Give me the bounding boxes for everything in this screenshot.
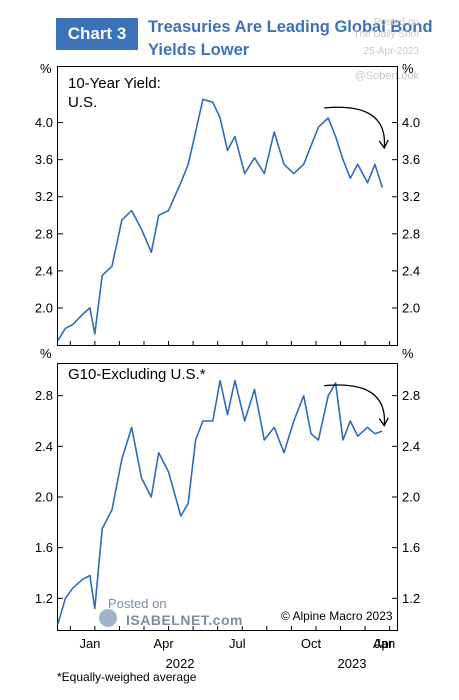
year-label-2022: 2022 [165,656,195,671]
us-ytick-label-left: 4.0 [35,115,53,130]
chart-title-line2: Yields Lower [148,41,250,59]
us-ytick-label-right: 2.4 [402,263,420,278]
watermark-posted-on: Posted on [373,17,419,28]
us-ytick-label-left: 2.0 [35,300,53,315]
g10-yield-panel [57,363,398,631]
us-left-unit: % [40,61,52,76]
us-ytick-label-left: 2.4 [35,263,53,278]
g10-ytick-label-left: 2.0 [35,490,53,505]
x-tick-label: Oct [300,636,322,651]
us-trend-arrowhead [378,139,389,150]
watermark-source: The Daily Shot [353,29,419,40]
isabelnet-globe-icon [99,609,117,627]
x-tick-label: Apr [153,636,174,651]
us-ytick-label-right: 2.8 [402,226,420,241]
us-ytick-label-right: 4.0 [402,115,420,130]
g10-ytick-label-right: 2.0 [402,490,420,505]
g10-ytick-label-left: 1.2 [35,591,53,606]
g10-left-unit: % [40,346,52,361]
g10-ytick-label-right: 1.6 [402,540,420,555]
g10-trend-arrow [324,384,386,426]
g10-ytick-label-left: 2.8 [35,388,53,403]
x-tick-label: Jan [79,636,101,651]
chart-title-line1: Treasuries Are Leading Global Bond [148,18,433,36]
isabelnet-posted-on: Posted on [108,596,167,611]
g10-right-unit: % [402,346,414,361]
chart-number-badge: Chart 3 [56,18,138,50]
us-ytick-label-right: 3.6 [402,152,420,167]
g10-yield-series-line [57,379,383,624]
us-panel-label: 10-Year Yield: U.S. [68,75,161,111]
isabelnet-logo-text: ISABELNET.com [126,612,243,628]
us-ytick-label-left: 3.2 [35,189,53,204]
g10-ytick-label-right: 2.8 [402,388,420,403]
g10-ytick-label-right: 2.4 [402,439,420,454]
g10-ytick-label-left: 2.4 [35,439,53,454]
watermark-handle: @SoberLook [354,70,419,82]
us-ytick-label-right: 3.2 [402,189,420,204]
us-yield-panel [57,66,398,346]
watermark-date: 25-Apr-2023 [363,46,419,57]
us-right-unit: % [402,61,414,76]
us-trend-arrow [324,106,386,149]
us-ytick-label-left: 3.6 [35,152,53,167]
g10-ytick-label-left: 1.6 [35,540,53,555]
g10-panel-label: G10-Excluding U.S.* [68,366,206,383]
us-ytick-label-left: 2.8 [35,226,53,241]
year-label-2023: 2023 [337,656,367,671]
footnote: *Equally-weighed average [57,670,197,684]
g10-trend-arrowhead [378,417,389,427]
copyright-text: © Alpine Macro 2023 [281,609,393,623]
us-yield-series-line [57,98,384,341]
x-tick-label: Jan [374,636,396,651]
g10-ytick-label-right: 1.2 [402,591,420,606]
chart-title: Treasuries Are Leading Global Bond Yield… [148,16,433,62]
us-ytick-label-right: 2.0 [402,300,420,315]
x-tick-label: Apr [372,636,394,651]
x-tick-label: Jul [229,636,246,651]
